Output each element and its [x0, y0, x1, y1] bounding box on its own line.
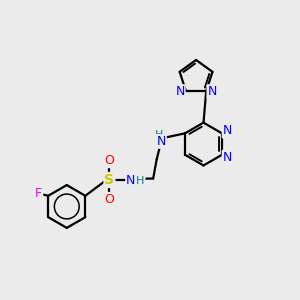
Text: O: O: [104, 193, 114, 206]
Text: N: N: [175, 85, 185, 98]
Text: H: H: [136, 176, 145, 186]
Text: N: N: [223, 151, 232, 164]
Text: O: O: [104, 154, 114, 167]
Text: N: N: [126, 173, 136, 187]
Text: N: N: [223, 124, 232, 137]
Text: N: N: [208, 85, 217, 98]
Text: N: N: [157, 135, 166, 148]
Text: F: F: [35, 187, 42, 200]
Text: S: S: [104, 173, 115, 187]
Text: H: H: [155, 130, 163, 140]
